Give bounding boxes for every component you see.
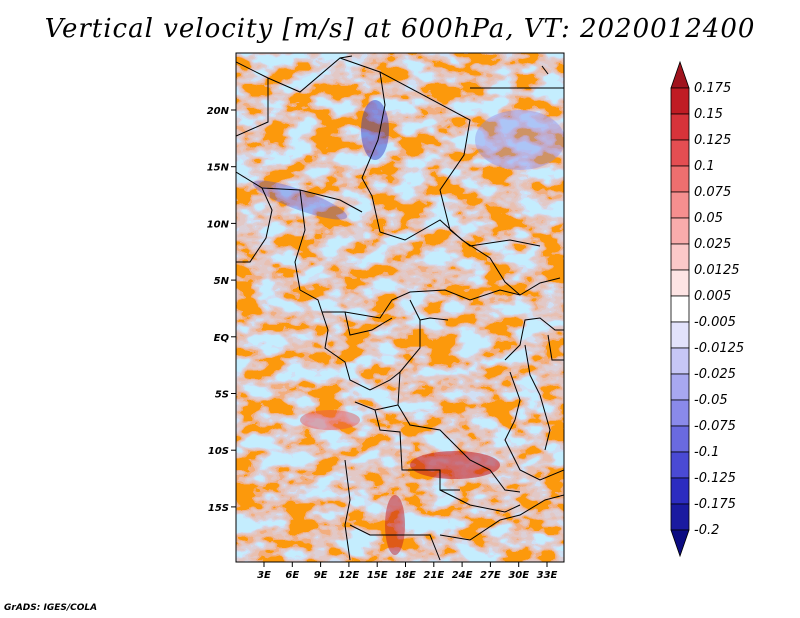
colorbar-label: 0.175 <box>694 81 731 96</box>
colorbar-label: -0.025 <box>694 367 736 382</box>
colorbar-label: -0.005 <box>694 315 736 330</box>
colorbar-bin <box>670 529 690 558</box>
colorbar-bin <box>670 139 690 167</box>
velocity-field <box>236 53 564 562</box>
colorbar-label: -0.05 <box>694 393 728 408</box>
colorbar-bin <box>670 451 690 479</box>
colorbar-label: -0.2 <box>694 523 719 538</box>
lat-label: 5S <box>215 390 229 401</box>
colorbar-bin <box>670 373 690 401</box>
colorbar-bin <box>670 425 690 453</box>
longitude-axis: 3E 6E 9E 12E 15E 18E 21E 24E 27E 30E 33E <box>257 562 558 581</box>
colorbar-bin <box>670 399 690 427</box>
colorbar-label: 0.15 <box>694 107 723 122</box>
chart-title: Vertical velocity [m/s] at 600hPa, VT: 2… <box>44 14 756 44</box>
lat-label: 15N <box>207 163 230 174</box>
colorbar-bin <box>670 217 690 245</box>
map-frame <box>235 52 565 563</box>
colorbar-bin <box>670 87 690 115</box>
lon-label: 9E <box>314 570 328 581</box>
colorbar-bin <box>670 165 690 193</box>
lat-label: 5N <box>214 276 230 287</box>
colorbar-bin <box>670 191 690 219</box>
lon-label: 24E <box>452 570 473 581</box>
colorbar-label: 0.05 <box>694 211 723 226</box>
colorbar-label: -0.1 <box>694 445 719 460</box>
lon-label: 3E <box>257 570 271 581</box>
colorbar-label: 0.005 <box>694 289 731 304</box>
colorbar-bin <box>670 269 690 297</box>
colorbar-label: 0.0125 <box>694 263 740 278</box>
colorbar-label: -0.125 <box>694 471 736 486</box>
country-borders <box>236 55 564 561</box>
colorbar-label: -0.0125 <box>694 341 744 356</box>
colorbar-label: -0.175 <box>694 497 736 512</box>
lon-label: 27E <box>480 570 501 581</box>
lat-label: EQ <box>214 333 230 344</box>
colorbar-bin <box>670 243 690 271</box>
lat-label: 10N <box>207 219 230 230</box>
lon-label: 33E <box>537 570 558 581</box>
lat-label: 20N <box>207 106 230 117</box>
lon-label: 6E <box>285 570 299 581</box>
colorbar-bin <box>670 347 690 375</box>
lon-label: 21E <box>423 570 444 581</box>
grads-credit: GrADS: IGES/COLA <box>4 603 98 613</box>
colorbar: 0.175 0.15 0.125 0.1 0.075 0.05 0.025 0.0125 0.0… <box>670 60 744 558</box>
lon-label: 12E <box>339 570 360 581</box>
colorbar-label: 0.025 <box>694 237 731 252</box>
colorbar-bin <box>670 477 690 505</box>
colorbar-label: 0.075 <box>694 185 731 200</box>
colorbar-label: 0.125 <box>694 133 731 148</box>
lon-label: 30E <box>508 570 529 581</box>
lon-label: 15E <box>367 570 388 581</box>
lon-label: 18E <box>395 570 416 581</box>
lat-label: 10S <box>208 446 229 457</box>
colorbar-label: -0.075 <box>694 419 736 434</box>
colorbar-bin <box>670 60 690 89</box>
lat-label: 15S <box>208 503 229 514</box>
colorbar-bin <box>670 503 690 531</box>
colorbar-bin <box>670 113 690 141</box>
colorbar-bin <box>670 321 690 349</box>
colorbar-label: 0.1 <box>694 159 715 174</box>
latitude-axis: 20N 15N 10N 5N EQ 5S 10S 15S <box>207 106 236 514</box>
colorbar-bin <box>670 295 690 323</box>
